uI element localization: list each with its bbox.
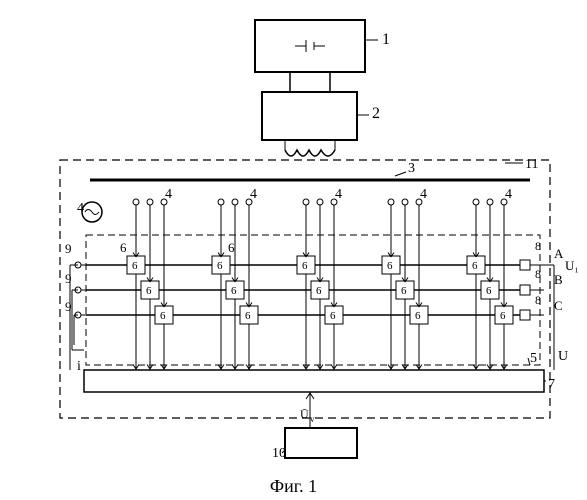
svg-text:6: 6 — [330, 310, 336, 322]
svg-text:C: C — [554, 298, 563, 313]
svg-text:2: 2 — [372, 105, 380, 122]
svg-text:6: 6 — [486, 285, 492, 297]
svg-text:6: 6 — [160, 310, 166, 322]
svg-text:v: v — [310, 414, 315, 424]
svg-text:6: 6 — [415, 310, 421, 322]
svg-text:10: 10 — [272, 446, 286, 461]
svg-text:i: i — [77, 359, 81, 374]
svg-text:9: 9 — [65, 271, 72, 286]
svg-text:6: 6 — [120, 240, 127, 255]
svg-text:B: B — [554, 272, 563, 287]
svg-text:9: 9 — [65, 299, 72, 314]
svg-text:6: 6 — [387, 260, 393, 272]
svg-text:4: 4 — [77, 201, 84, 216]
svg-text:4: 4 — [420, 187, 427, 202]
svg-text:11: 11 — [525, 157, 538, 172]
svg-text:4: 4 — [250, 187, 257, 202]
svg-text:6: 6 — [401, 285, 407, 297]
svg-text:U: U — [558, 349, 568, 364]
svg-text:8: 8 — [535, 239, 541, 253]
svg-text:3: 3 — [408, 161, 415, 176]
svg-text:6: 6 — [231, 285, 237, 297]
svg-text:8: 8 — [535, 267, 541, 281]
svg-text:U₁: U₁ — [565, 258, 579, 273]
svg-text:6: 6 — [472, 260, 478, 272]
svg-text:6: 6 — [302, 260, 308, 272]
svg-text:4: 4 — [165, 187, 172, 202]
svg-text:6: 6 — [316, 285, 322, 297]
svg-text:5: 5 — [530, 351, 537, 366]
svg-text:6: 6 — [500, 310, 506, 322]
svg-text:4: 4 — [335, 187, 342, 202]
svg-text:6: 6 — [146, 285, 152, 297]
svg-text:7: 7 — [548, 377, 555, 392]
schematic-diagram: 6666666666666661234444445667888ABCU₁999i… — [0, 0, 587, 470]
svg-text:8: 8 — [535, 293, 541, 307]
svg-text:1: 1 — [382, 31, 390, 48]
svg-text:4: 4 — [505, 187, 512, 202]
svg-text:9: 9 — [65, 241, 72, 256]
svg-text:6: 6 — [132, 260, 138, 272]
svg-text:6: 6 — [217, 260, 223, 272]
svg-text:6: 6 — [228, 240, 235, 255]
svg-text:A: A — [554, 246, 564, 261]
figure-caption: Фиг. 1 — [0, 476, 587, 497]
svg-text:6: 6 — [245, 310, 251, 322]
svg-text:Ū: Ū — [300, 407, 309, 421]
